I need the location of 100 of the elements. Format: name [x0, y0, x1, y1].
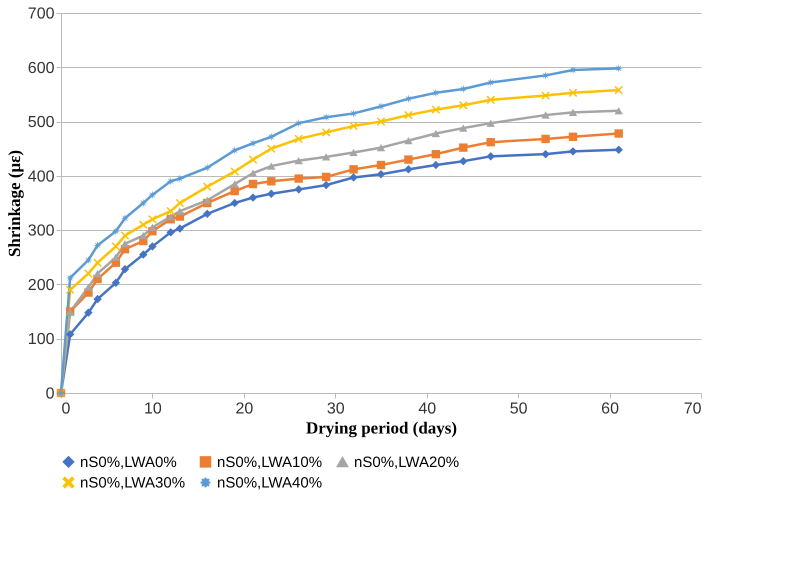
- point: [112, 278, 120, 287]
- x-tick-label: 0: [62, 400, 70, 418]
- point: [614, 86, 623, 94]
- point: [248, 193, 258, 202]
- point: [66, 286, 74, 294]
- point: [322, 172, 330, 182]
- point: [486, 96, 495, 104]
- point: [230, 186, 239, 196]
- point: [486, 138, 495, 146]
- point: [459, 84, 468, 94]
- point: [322, 153, 330, 160]
- point: [84, 308, 93, 317]
- point: [203, 210, 212, 218]
- point: [248, 139, 258, 148]
- point: [203, 164, 212, 172]
- point: [459, 143, 468, 152]
- y-tick-label: 200: [28, 276, 55, 294]
- point: [176, 224, 184, 233]
- point: [166, 212, 175, 220]
- point: [139, 250, 148, 259]
- point: [176, 174, 184, 183]
- x-tick-label: 50: [510, 400, 528, 418]
- point: [568, 132, 578, 141]
- point: [541, 111, 550, 119]
- point: [432, 130, 440, 138]
- point: [614, 129, 623, 138]
- point: [120, 265, 130, 274]
- point: [148, 242, 157, 251]
- point: [176, 198, 184, 208]
- point: [267, 162, 276, 170]
- point: [432, 150, 440, 158]
- point: [541, 91, 550, 100]
- point: [166, 206, 175, 216]
- point: [404, 110, 413, 120]
- legend-label: nS0%,LWA40%: [217, 474, 322, 492]
- point: [404, 136, 413, 144]
- point: [294, 185, 303, 194]
- x-tick-label: 20: [235, 400, 254, 418]
- point: [230, 167, 239, 176]
- point: [322, 180, 330, 190]
- x-tick-label: 10: [144, 400, 162, 418]
- legend-label: nS0%,LWA20%: [354, 454, 460, 472]
- point: [349, 122, 358, 130]
- point: [84, 256, 93, 264]
- point: [230, 198, 239, 208]
- point: [230, 180, 239, 188]
- point: [349, 165, 358, 174]
- point: [267, 177, 276, 186]
- x-axis-title: Drying period (days): [306, 418, 458, 438]
- legend-label: nS0%,LWA30%: [80, 474, 186, 492]
- point: [568, 108, 578, 116]
- x-tick-label: 70: [684, 400, 702, 418]
- point: [294, 174, 303, 183]
- point: [349, 173, 358, 182]
- point: [203, 196, 212, 204]
- point: [93, 270, 102, 278]
- point: [486, 120, 495, 127]
- x-tick-label: 40: [418, 400, 436, 418]
- point: [541, 134, 550, 144]
- point: [248, 155, 258, 164]
- point: [139, 232, 148, 240]
- point: [486, 78, 495, 87]
- point: [614, 64, 623, 73]
- point: [93, 241, 102, 250]
- point: [459, 101, 468, 110]
- point: [459, 124, 468, 132]
- point: [176, 208, 184, 215]
- point: [322, 128, 330, 137]
- y-tick-label: 300: [28, 222, 55, 240]
- point: [230, 146, 239, 155]
- point: [66, 330, 74, 339]
- point: [166, 177, 175, 186]
- y-tick-label: 500: [28, 114, 55, 132]
- point: [486, 152, 495, 160]
- point: [93, 294, 102, 304]
- y-axis-title: Shrinkage (με): [4, 150, 24, 258]
- point: [112, 242, 120, 251]
- point: [166, 228, 175, 236]
- point: [148, 215, 157, 224]
- y-tick-label: 600: [28, 60, 55, 77]
- x-tick-label: 60: [601, 400, 620, 418]
- point: [112, 254, 120, 261]
- y-tick-label: 0: [46, 386, 55, 402]
- point: [432, 105, 440, 114]
- legend-label: nS0%,LWA0%: [80, 454, 177, 471]
- point: [568, 88, 578, 97]
- x-tick-label: 30: [326, 400, 345, 418]
- y-tick-label: 100: [28, 331, 55, 348]
- point: [267, 132, 276, 141]
- point: [614, 146, 623, 154]
- point: [120, 240, 130, 248]
- point: [148, 224, 157, 232]
- point: [148, 190, 157, 200]
- point: [376, 144, 386, 152]
- point: [84, 284, 93, 291]
- point: [248, 170, 258, 177]
- point: [248, 180, 258, 188]
- point: [294, 134, 303, 144]
- point: [267, 144, 276, 153]
- point: [139, 198, 148, 208]
